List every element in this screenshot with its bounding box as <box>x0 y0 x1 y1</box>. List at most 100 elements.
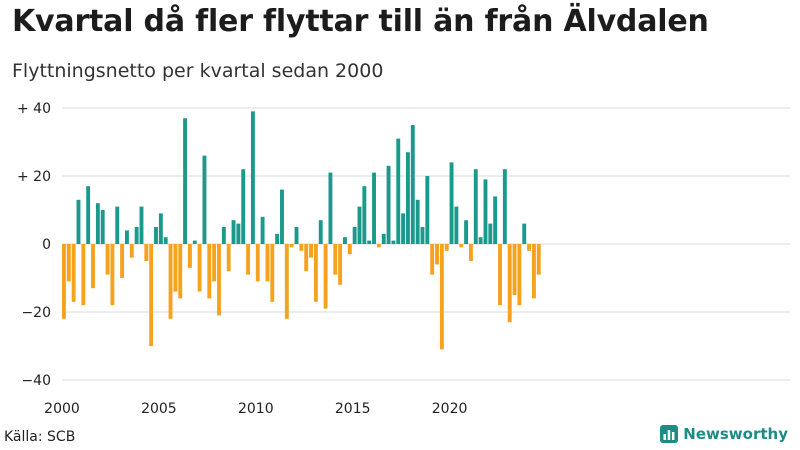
x-tick-label: 2010 <box>238 401 274 417</box>
y-tick-label: + 20 <box>17 169 51 185</box>
bar <box>265 244 270 282</box>
bar <box>372 172 376 244</box>
bar <box>536 244 541 275</box>
bar <box>270 244 275 302</box>
bar <box>468 244 473 261</box>
bar <box>464 220 469 244</box>
bar <box>459 244 464 248</box>
bar <box>449 162 454 244</box>
bar <box>517 244 522 306</box>
bar <box>304 244 309 272</box>
bar <box>294 227 299 244</box>
bar <box>163 237 168 244</box>
bar <box>444 244 449 251</box>
bar <box>343 237 347 244</box>
bar <box>323 244 328 309</box>
brand-logo: Newsworthy <box>660 425 788 443</box>
bar <box>120 244 125 278</box>
bar <box>110 244 115 306</box>
bar <box>299 244 304 251</box>
x-tick-label: 2005 <box>141 401 177 417</box>
bar <box>250 111 255 245</box>
bar <box>241 169 246 244</box>
bar <box>62 244 66 319</box>
bar <box>115 206 120 244</box>
bar <box>71 244 76 302</box>
bar <box>313 244 318 302</box>
bar <box>318 220 323 244</box>
bar <box>493 196 498 244</box>
bar <box>420 227 425 244</box>
newsworthy-logo-icon <box>660 425 679 443</box>
chart-title: Kvartal då fler flyttar till än från Älv… <box>12 4 709 39</box>
bar <box>144 244 149 261</box>
bar <box>76 199 81 244</box>
bar <box>396 138 401 244</box>
bar <box>522 223 527 244</box>
brand-name: Newsworthy <box>683 425 788 443</box>
bar <box>362 186 367 244</box>
bar <box>124 230 129 244</box>
bar <box>217 244 221 316</box>
bar <box>352 227 357 244</box>
bar <box>66 244 71 282</box>
bar <box>289 244 294 248</box>
bar <box>231 220 236 244</box>
bar <box>197 244 202 292</box>
y-tick-label: −20 <box>21 305 51 321</box>
bar <box>129 244 134 258</box>
bar <box>488 223 493 244</box>
bar <box>338 244 343 285</box>
bar <box>347 244 352 255</box>
bar <box>309 244 313 258</box>
bar <box>376 244 381 248</box>
bar <box>280 189 284 244</box>
bar <box>81 244 86 306</box>
bar <box>284 244 289 319</box>
source-note: Källa: SCB <box>4 429 76 445</box>
bar <box>454 206 459 244</box>
y-tick-label: + 40 <box>17 101 51 117</box>
bar <box>149 244 154 346</box>
chart-subtitle: Flyttningsnetto per kvartal sedan 2000 <box>12 60 384 82</box>
bar <box>168 244 173 319</box>
bar <box>527 244 532 251</box>
bar <box>154 227 158 244</box>
bar <box>512 244 517 295</box>
bar <box>86 186 91 244</box>
bar <box>275 233 280 244</box>
bar <box>333 244 338 275</box>
bar <box>139 206 144 244</box>
bar <box>246 244 251 275</box>
bar <box>173 244 178 292</box>
bar <box>100 210 105 244</box>
bar <box>415 199 420 244</box>
bar <box>255 244 260 282</box>
y-tick-label: −40 <box>21 373 51 389</box>
bar <box>410 125 415 244</box>
bar <box>405 152 410 244</box>
bar <box>158 213 163 244</box>
bar <box>212 244 217 282</box>
x-tick-label: 2020 <box>432 401 468 417</box>
bar <box>483 179 488 244</box>
bar <box>473 169 478 244</box>
bar <box>183 118 188 244</box>
bar <box>192 240 197 244</box>
bar <box>226 244 231 272</box>
bar <box>425 176 430 244</box>
bar <box>478 237 483 244</box>
bar <box>367 240 372 244</box>
bar <box>260 216 265 244</box>
bar <box>439 244 444 350</box>
x-tick-label: 2000 <box>44 401 80 417</box>
bar <box>391 240 396 244</box>
y-tick-label: 0 <box>42 237 51 253</box>
bar <box>95 203 100 244</box>
x-tick-label: 2015 <box>335 401 371 417</box>
bar <box>202 155 207 244</box>
bar <box>401 213 406 244</box>
bar <box>386 165 391 244</box>
bar <box>328 172 333 244</box>
